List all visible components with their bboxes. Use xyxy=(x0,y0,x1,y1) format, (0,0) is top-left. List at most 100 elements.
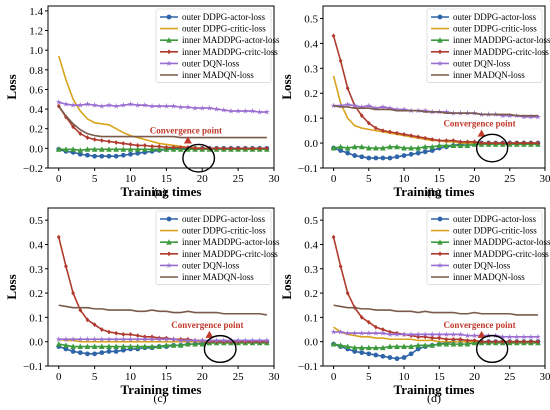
data-point xyxy=(106,153,112,159)
legend-entry: inner MADDPG-actor-loss xyxy=(453,237,550,247)
data-point xyxy=(227,107,234,114)
data-point xyxy=(387,155,393,161)
data-point xyxy=(177,337,184,344)
data-point xyxy=(157,144,162,149)
data-point xyxy=(178,144,183,150)
data-point xyxy=(351,102,358,109)
convergence-marker xyxy=(477,129,486,137)
data-point xyxy=(235,107,242,114)
legend-entry: inner MADDPG-critc-loss xyxy=(453,249,549,259)
data-point xyxy=(235,337,242,344)
data-point xyxy=(393,331,401,337)
data-point xyxy=(536,140,540,146)
data-point xyxy=(479,339,484,345)
data-point xyxy=(493,339,498,345)
data-point xyxy=(331,33,336,39)
data-point xyxy=(106,349,112,354)
data-point xyxy=(379,103,386,110)
data-point xyxy=(91,336,98,342)
x-tick-label: 15 xyxy=(434,173,446,185)
data-point xyxy=(366,120,371,126)
data-point xyxy=(358,329,365,336)
data-point xyxy=(99,343,105,349)
data-point xyxy=(141,101,148,108)
data-point xyxy=(372,104,379,111)
data-point xyxy=(113,349,119,354)
data-point xyxy=(408,343,414,349)
data-point xyxy=(450,341,457,347)
data-point xyxy=(358,143,365,150)
data-point xyxy=(148,336,156,342)
data-point xyxy=(444,138,449,143)
panel-caption: (d) xyxy=(427,391,441,405)
series-group xyxy=(330,33,541,161)
series-line-5 xyxy=(333,304,538,316)
data-point xyxy=(422,143,428,150)
data-point xyxy=(99,327,104,332)
data-point xyxy=(206,104,213,111)
legend-box xyxy=(426,8,543,83)
data-point xyxy=(337,342,344,348)
data-point xyxy=(77,336,84,342)
chart-panel-0: −0.2 0.0 0.2 0.4 0.6 0.8 1.0 1.2 1.4 0 5 10 15 20 25 30… xyxy=(4,5,280,199)
y-tick-label: 0.1 xyxy=(304,312,318,324)
data-point xyxy=(127,100,134,107)
data-point xyxy=(429,331,436,337)
data-point xyxy=(359,154,365,160)
data-point xyxy=(401,355,407,360)
data-point xyxy=(85,317,90,323)
data-point xyxy=(63,146,69,152)
chart-panel-2: −0.1 0.0 0.1 0.2 0.3 0.4 0.5 0 5 10 15 20 25 30 Traini… xyxy=(4,207,280,405)
data-point xyxy=(380,344,386,351)
x-tick-label: 10 xyxy=(125,173,137,185)
data-point xyxy=(70,343,76,349)
x-tick-label: 25 xyxy=(233,173,245,185)
data-point xyxy=(373,145,379,151)
data-point xyxy=(199,341,206,347)
legend-entry: inner MADDPG-critc-loss xyxy=(182,249,278,259)
data-point xyxy=(366,344,372,351)
convergence-ellipse xyxy=(182,143,216,173)
y-tick-label: 0.2 xyxy=(29,288,43,300)
data-point xyxy=(84,343,91,349)
data-point xyxy=(528,339,533,345)
data-point xyxy=(149,343,155,349)
data-point xyxy=(464,332,471,339)
data-point xyxy=(70,336,77,342)
data-point xyxy=(344,145,351,151)
data-point xyxy=(429,148,435,153)
data-point xyxy=(458,139,463,145)
data-point xyxy=(331,234,336,240)
data-point xyxy=(450,142,457,148)
data-point xyxy=(84,336,91,342)
y-tick-label: 1.0 xyxy=(29,45,43,57)
data-point xyxy=(199,104,206,111)
data-point xyxy=(472,338,477,343)
data-point xyxy=(387,143,393,150)
data-point xyxy=(366,319,371,325)
data-point xyxy=(120,101,127,108)
data-point xyxy=(156,102,163,109)
data-point xyxy=(55,336,62,342)
data-point xyxy=(429,342,436,348)
legend-marker xyxy=(438,251,442,257)
x-tick-label: 5 xyxy=(92,371,98,383)
data-point xyxy=(70,146,76,152)
data-point xyxy=(380,145,386,151)
data-point xyxy=(479,140,484,146)
data-point xyxy=(472,139,477,145)
y-tick-label: 0.2 xyxy=(304,288,318,300)
legend-marker xyxy=(437,239,443,245)
data-point xyxy=(156,343,163,349)
y-tick-label: 0.0 xyxy=(304,138,318,150)
data-point xyxy=(338,58,343,64)
data-point xyxy=(366,145,372,151)
y-tick-label: 0.1 xyxy=(304,113,318,125)
chart-panel-1: −0.1 0.0 0.1 0.2 0.3 0.4 0.5 0 5 10 15 20 25 30 Traini… xyxy=(279,5,550,199)
data-point xyxy=(373,155,379,161)
data-point xyxy=(443,331,450,337)
data-point xyxy=(199,337,206,344)
data-point xyxy=(192,341,198,347)
x-tick-label: 5 xyxy=(366,371,372,383)
data-point xyxy=(471,332,478,339)
